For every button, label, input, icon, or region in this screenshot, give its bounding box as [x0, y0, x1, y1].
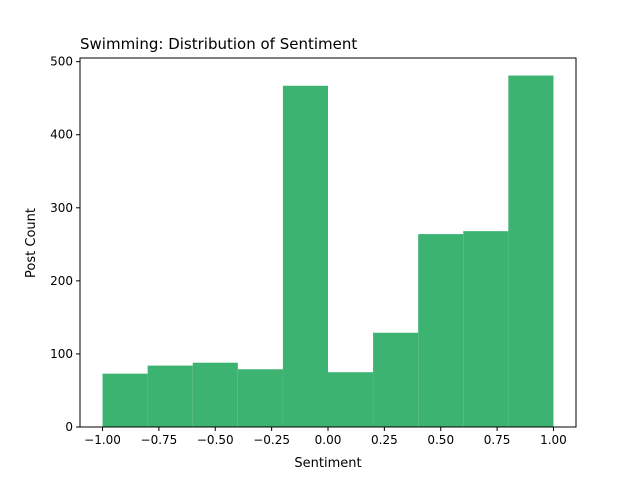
- x-tick-label: 0.50: [427, 433, 454, 447]
- y-tick-label: 0: [65, 420, 73, 434]
- y-tick-label: 300: [50, 201, 73, 215]
- x-tick-label: 1.00: [540, 433, 567, 447]
- y-tick-label: 200: [50, 274, 73, 288]
- chart-title: Swimming: Distribution of Sentiment: [80, 35, 357, 53]
- histogram-bar: [147, 365, 193, 427]
- histogram-bar: [282, 85, 328, 428]
- x-tick-label: −0.75: [141, 433, 178, 447]
- x-tick-label: −0.50: [197, 433, 234, 447]
- y-axis-ticks: 0 100 200 300 400 500: [50, 55, 80, 434]
- histogram-bar: [102, 373, 148, 427]
- y-axis-label: Post Count: [24, 208, 39, 278]
- histogram-bar: [373, 332, 419, 427]
- histogram-bar: [237, 369, 283, 427]
- histogram-bar: [192, 362, 238, 427]
- x-tick-label: 0.00: [315, 433, 342, 447]
- x-tick-label: −0.25: [253, 433, 290, 447]
- x-tick-label: 0.75: [484, 433, 511, 447]
- x-axis-ticks: −1.00 −0.75 −0.50 −0.25 0.00 0.25 0.50 0.75 1.00: [84, 427, 567, 447]
- x-tick-label: 0.25: [371, 433, 398, 447]
- histogram-bar: [508, 75, 554, 428]
- x-tick-label: −1.00: [84, 433, 121, 447]
- histogram-bar: [418, 234, 464, 427]
- y-tick-label: 500: [50, 55, 73, 69]
- y-tick-label: 400: [50, 128, 73, 142]
- y-tick-label: 100: [50, 347, 73, 361]
- histogram-bar: [328, 372, 374, 427]
- x-axis-label: Sentiment: [294, 456, 361, 471]
- histogram-bar: [463, 231, 509, 427]
- bars-group: [102, 75, 554, 428]
